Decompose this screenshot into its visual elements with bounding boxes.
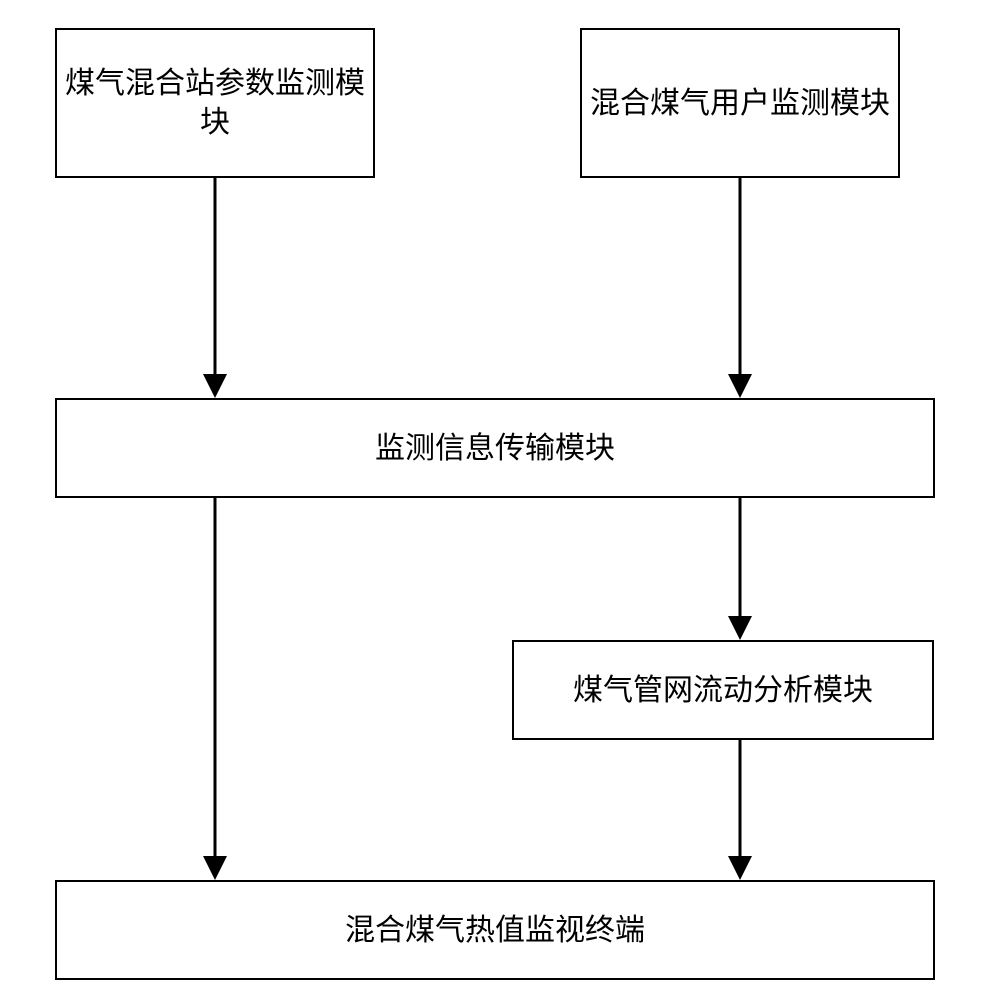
node-label: 混合煤气热值监视终端 xyxy=(345,911,645,950)
node-pipe-flow-analysis: 煤气管网流动分析模块 xyxy=(512,640,934,740)
node-label: 煤气管网流动分析模块 xyxy=(573,671,873,710)
edge xyxy=(728,498,752,640)
node-station-param-monitor: 煤气混合站参数监测模块 xyxy=(55,28,375,178)
edge xyxy=(728,740,752,880)
diagram-canvas: 煤气混合站参数监测模块 混合煤气用户监测模块 监测信息传输模块 煤气管网流动分析… xyxy=(0,0,1000,994)
edge xyxy=(728,178,752,398)
edge xyxy=(203,178,227,398)
node-label: 混合煤气用户监测模块 xyxy=(590,84,890,123)
node-label: 煤气混合站参数监测模块 xyxy=(65,64,365,142)
node-heat-value-terminal: 混合煤气热值监视终端 xyxy=(55,880,935,980)
edge xyxy=(203,498,227,880)
node-info-transmission: 监测信息传输模块 xyxy=(55,398,935,498)
node-user-monitor: 混合煤气用户监测模块 xyxy=(580,28,900,178)
node-label: 监测信息传输模块 xyxy=(375,429,615,468)
